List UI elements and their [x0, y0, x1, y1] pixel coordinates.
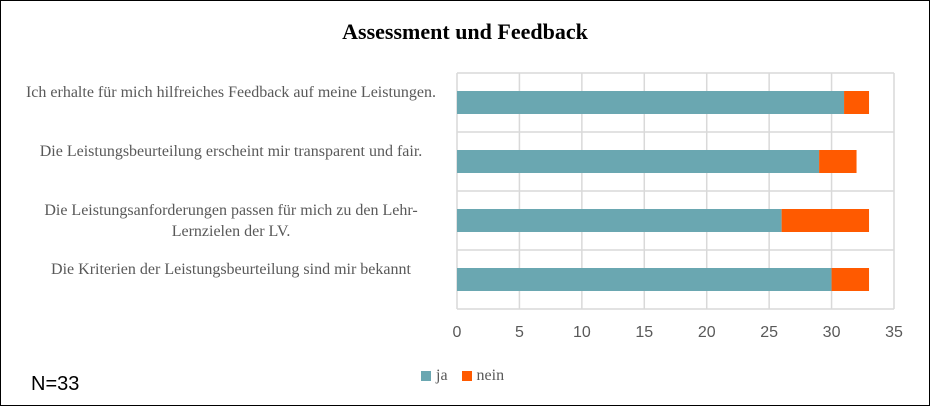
bar-ja: [457, 150, 820, 173]
x-tick-label: 10: [573, 324, 591, 341]
category-label: Die Leistungsanforderungen passen für mi…: [44, 201, 418, 240]
x-tick-label: 0: [453, 324, 462, 341]
legend-swatch-nein: [461, 371, 472, 381]
chart-title: Assessment und Feedback: [342, 19, 588, 44]
x-tick-label: 20: [698, 324, 716, 341]
bar-nein: [781, 209, 870, 232]
category-label: Die Leistungsbeurteilung erscheint mir t…: [39, 142, 423, 160]
bar-ja: [457, 268, 832, 291]
legend-label-ja: ja: [436, 367, 448, 384]
legend: ja nein: [421, 367, 504, 385]
bar-ja: [457, 209, 782, 232]
x-tick-label: 30: [823, 324, 841, 341]
x-tick-label: 35: [885, 324, 903, 341]
bar-nein: [844, 91, 870, 114]
category-label: Ich erhalte für mich hilfreiches Feedbac…: [25, 83, 437, 101]
legend-swatch-ja: [421, 371, 431, 381]
x-tick-label: 25: [760, 324, 778, 341]
legend-label-nein: nein: [476, 367, 505, 384]
x-tick-label: 5: [515, 324, 524, 341]
bar-nein: [819, 150, 857, 173]
category-label: Die Kriterien der Leistungsbeurteilung s…: [51, 260, 411, 278]
bar-ja: [457, 91, 845, 114]
legend-item-nein: nein: [461, 367, 505, 385]
sample-size-annotation: N=33: [31, 373, 80, 395]
bar-nein: [831, 268, 870, 291]
x-tick-label: 15: [635, 324, 653, 341]
legend-item-ja: ja: [421, 367, 448, 385]
